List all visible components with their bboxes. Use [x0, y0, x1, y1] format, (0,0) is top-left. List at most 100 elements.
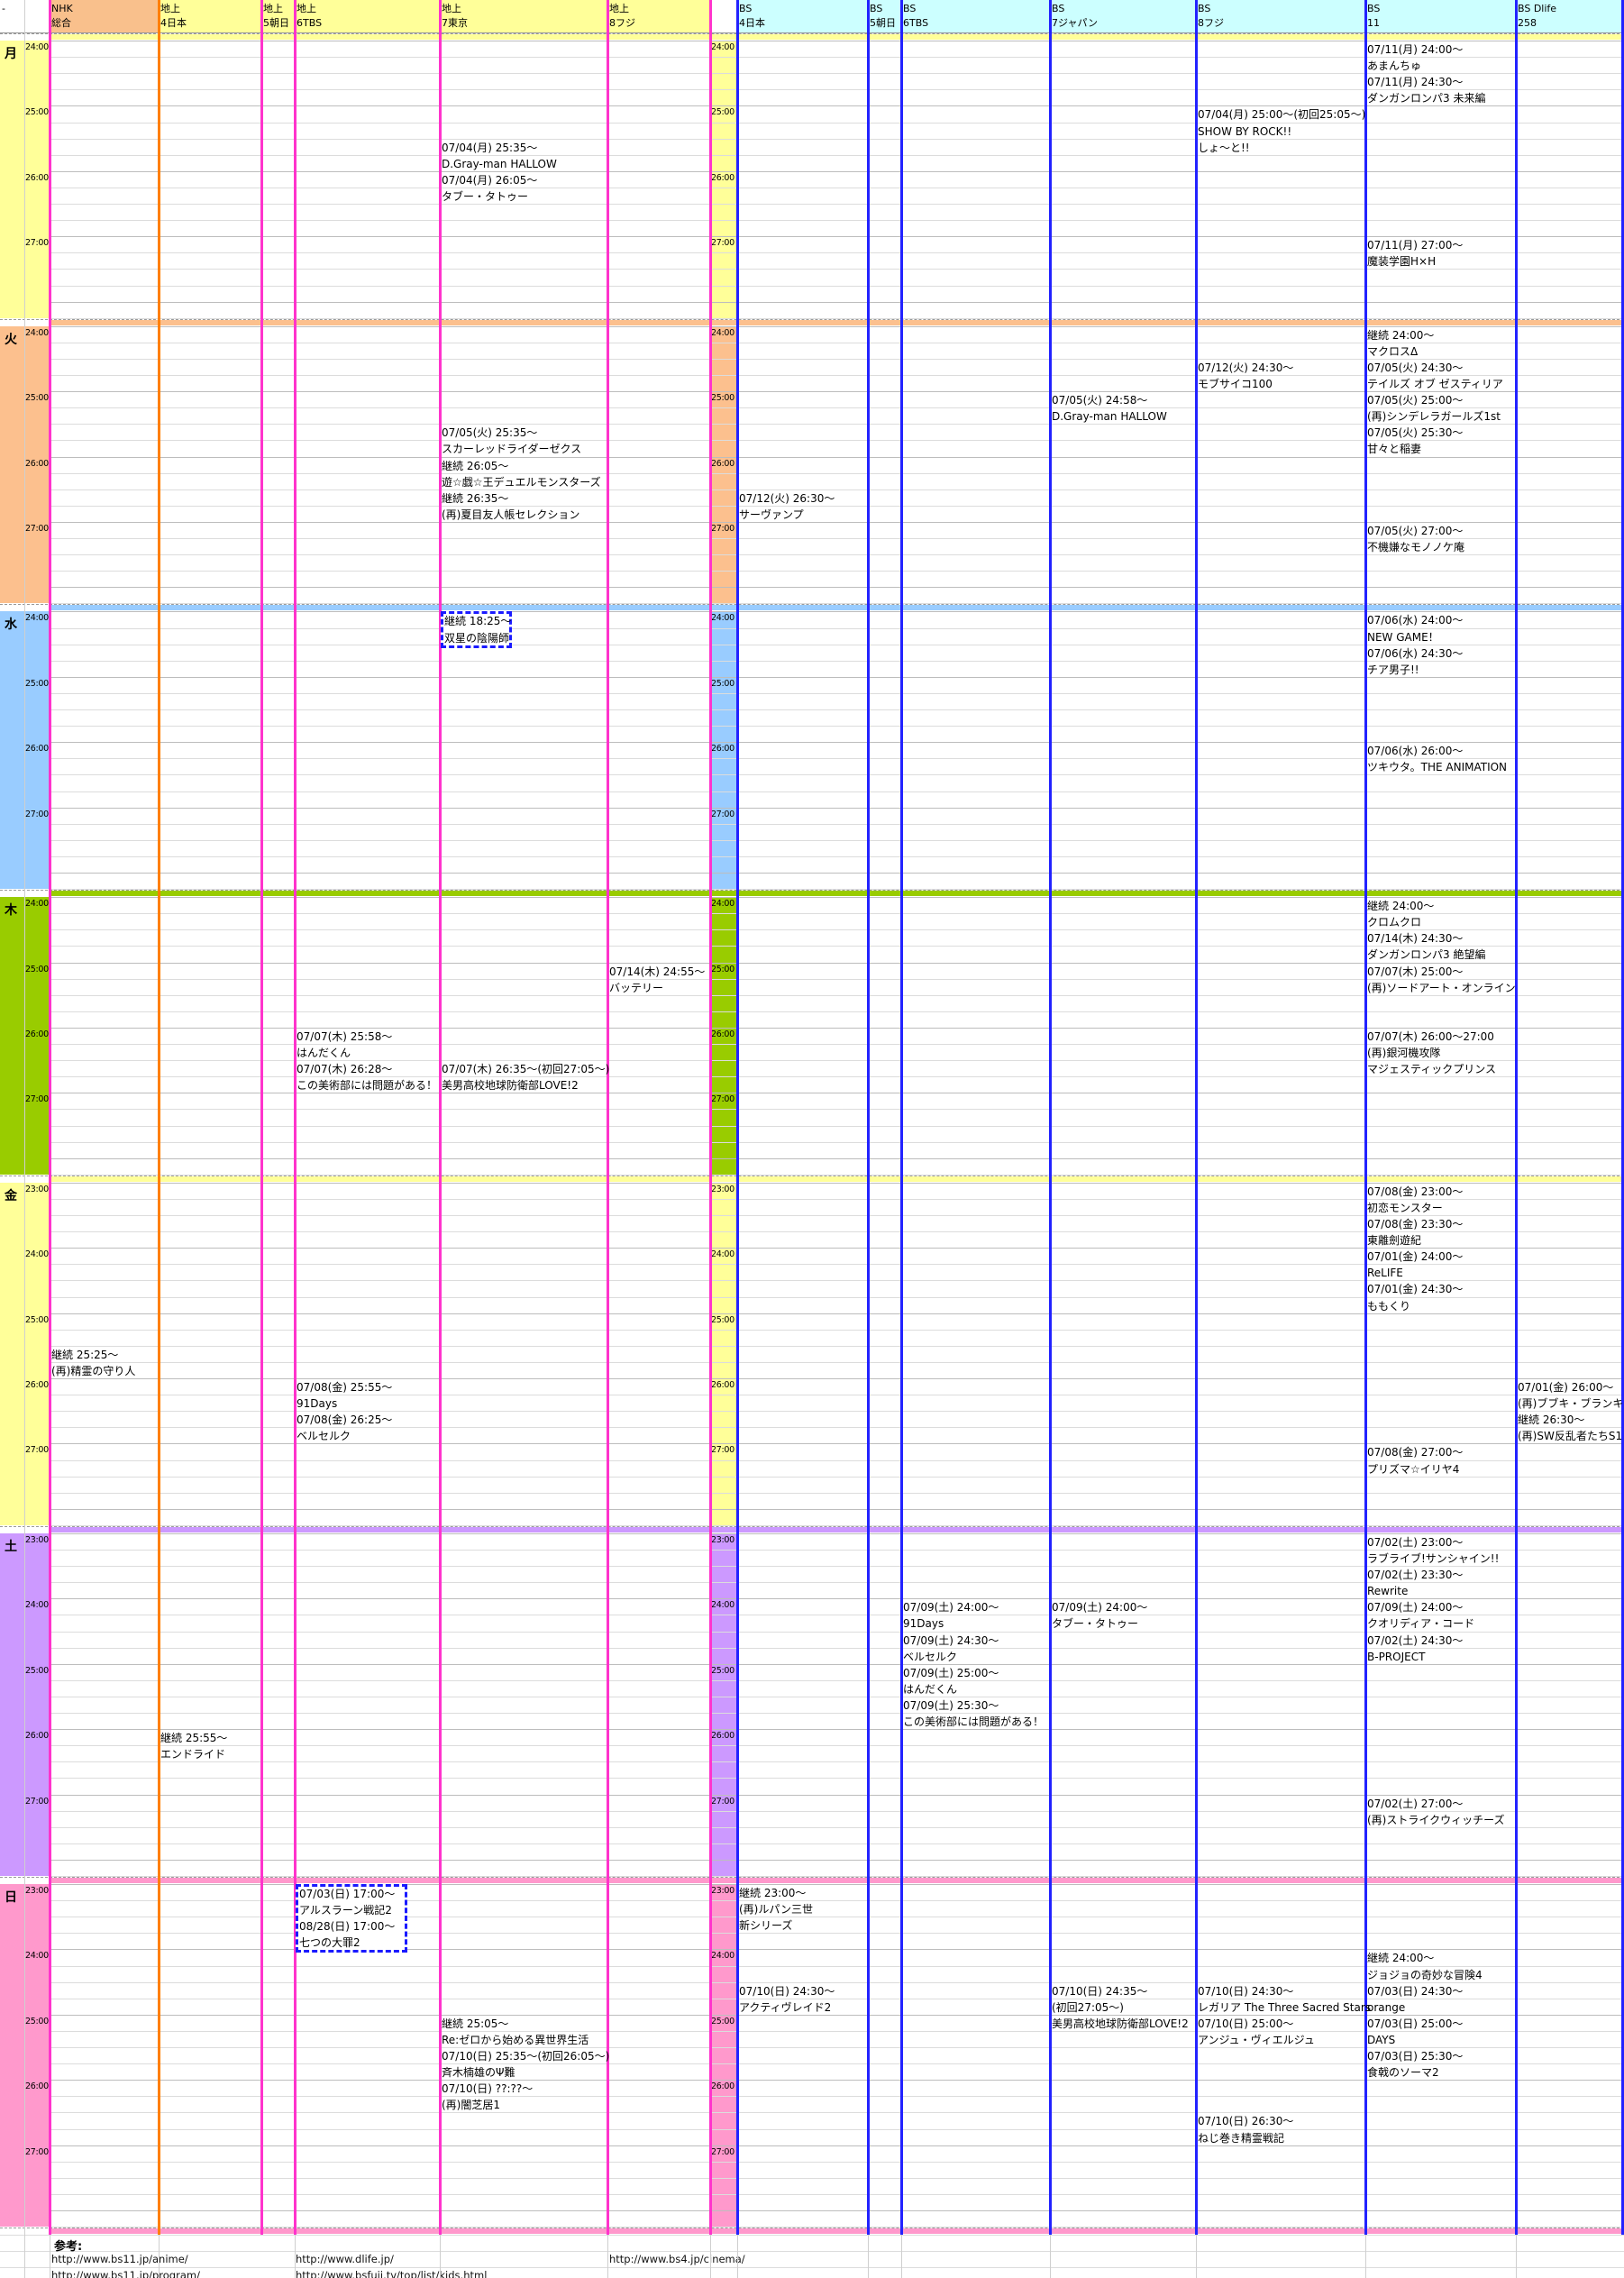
program-title: 遊☆戯☆王デュエルモンスターズ	[442, 475, 601, 489]
program-time: 07/05(火) 24:58～	[1052, 394, 1148, 407]
program-title: テイルズ オブ ゼスティリア	[1367, 378, 1503, 390]
grid-row-line	[50, 325, 1624, 327]
program-time: 07/08(金) 25:55～	[297, 1381, 393, 1394]
program-time: 07/07(木) 25:00～	[1367, 965, 1464, 978]
time-label: 24:00	[25, 42, 49, 52]
program-title: 斉木楠雄のΨ難	[442, 2066, 515, 2080]
grid-row-line	[50, 301, 1624, 303]
day-separator	[0, 604, 1624, 606]
program-time: 07/07(木) 25:58～	[297, 1029, 393, 1043]
grid-row-line	[50, 472, 1624, 474]
program-time: 07/09(土) 24:30～	[903, 1633, 999, 1647]
time-label: 26:00	[25, 1380, 49, 1390]
ref-col-line	[24, 2235, 25, 2278]
time-label: 27:00	[25, 1796, 49, 1807]
program-time: 07/10(日) 24:30～	[1198, 1984, 1294, 1998]
grid-row-line	[50, 897, 1624, 899]
program-title: 甘々と稲妻	[1367, 443, 1422, 456]
program-title: (再)ソードアート・オンライン	[1367, 981, 1516, 994]
program-title: 美男高校地球防衛部LOVE!2	[442, 1079, 579, 1093]
time-label-mid: 25:00	[711, 393, 734, 404]
time-label-mid: 26:00	[711, 2081, 734, 2092]
program-time: 07/03(日) 25:30～	[1367, 2050, 1464, 2063]
time-label: 27:00	[25, 2146, 49, 2157]
grid-row-line	[50, 1826, 1624, 1828]
program-title: ラブライブ!サンシャイン!!	[1367, 1552, 1500, 1565]
grid-row-line	[50, 1313, 1624, 1314]
grid-col-line	[24, 0, 25, 2278]
grid-row-line	[50, 138, 1624, 140]
grid-row-line	[50, 252, 1624, 254]
grid-row-line	[50, 2227, 1624, 2228]
program-time: 継続 26:35～	[442, 491, 509, 505]
grid-row-line	[50, 2030, 1624, 2032]
grid-row-line	[50, 1965, 1624, 1967]
grid-row-line	[50, 978, 1624, 980]
reference-link[interactable]: http://www.dlife.jp/	[296, 2253, 394, 2266]
reference-link[interactable]: http://www.bs11.jp/program/	[51, 2269, 200, 2278]
program-time: 07/10(日) 24:30～	[739, 1984, 835, 1998]
reference-link[interactable]: http://www.bs4.jp/cinema/	[609, 2253, 745, 2266]
grid-row-line	[50, 692, 1624, 694]
grid-row-line	[50, 1876, 1624, 1877]
divider-header-cell	[710, 0, 737, 32]
program-title: SHOW BY ROCK!!	[1198, 124, 1292, 138]
column-line	[607, 0, 609, 2236]
program-time: 継続 25:25～	[51, 1348, 119, 1361]
grid-row-line	[50, 660, 1624, 662]
ref-row-line	[0, 2235, 1624, 2237]
reference-link[interactable]: http://www.bsfuji.tv/top/list/kids.html	[296, 2269, 488, 2278]
program-time: 07/02(土) 23:00～	[1367, 1535, 1464, 1549]
grid-row-line	[50, 1663, 1624, 1665]
program-time: 07/10(日) 25:35～(初回26:05～)	[442, 2050, 610, 2063]
ref-col-line	[737, 2235, 738, 2278]
grid-row-line	[50, 1582, 1624, 1584]
day-column	[0, 325, 24, 604]
header-bottom-line	[0, 32, 1624, 33]
ref-col-line	[1516, 2235, 1517, 2278]
grid-row-line	[50, 2128, 1624, 2130]
reference-link[interactable]: http://www.bs11.jp/anime/	[51, 2253, 188, 2266]
time-label: 25:00	[25, 678, 49, 689]
grid-row-line	[50, 929, 1624, 931]
day-separator	[0, 1525, 1624, 1527]
program-title: タブー・タトゥー	[442, 189, 529, 203]
grid-row-line	[50, 1198, 1624, 1200]
column-line	[158, 0, 160, 2236]
grid-row-line	[50, 57, 1624, 59]
grid-row-line	[50, 154, 1624, 156]
time-label-mid: 23:00	[711, 1886, 734, 1896]
program-title: D.Gray-man HALLOW	[1052, 410, 1167, 424]
time-label: 24:00	[25, 1951, 49, 1962]
program-title: アクティヴレイド2	[739, 2000, 832, 2014]
day-band	[50, 891, 1624, 897]
program-title: (再)ブブキ・ブランキ	[1518, 1397, 1624, 1411]
program-time: 07/14(木) 24:55～	[609, 965, 706, 978]
grid-row-line	[50, 1280, 1624, 1282]
grid-row-line	[50, 236, 1624, 238]
grid-row-line	[50, 2193, 1624, 2195]
time-label-mid: 26:00	[711, 172, 734, 183]
day-band	[50, 2228, 1624, 2235]
time-label: 24:00	[25, 899, 49, 910]
program-time: 継続 25:05～	[442, 2017, 509, 2030]
ref-row-line	[0, 2251, 1624, 2253]
program-title: ダンガンロンパ3 絶望編	[1367, 948, 1486, 962]
corner-cell: -	[0, 0, 24, 32]
grid-row-line	[50, 1011, 1624, 1012]
column-line	[736, 0, 739, 2236]
program-title: NEW GAME！	[1367, 630, 1439, 644]
time-label: 27:00	[25, 238, 49, 249]
program-title: チア男子!!	[1367, 663, 1419, 676]
day-separator	[0, 318, 1624, 320]
day-separator	[0, 890, 1624, 892]
grid-row-line	[50, 1459, 1624, 1461]
grid-row-line	[50, 1884, 1624, 1885]
program-time: 継続 24:00～	[1367, 1952, 1435, 1965]
grid-row-line	[50, 913, 1624, 915]
column-line	[294, 0, 297, 2236]
program-title: (再)ストライクウィッチーズ	[1367, 1813, 1505, 1826]
time-label-mid: 24:00	[711, 1249, 734, 1260]
grid-row-line	[50, 946, 1624, 947]
